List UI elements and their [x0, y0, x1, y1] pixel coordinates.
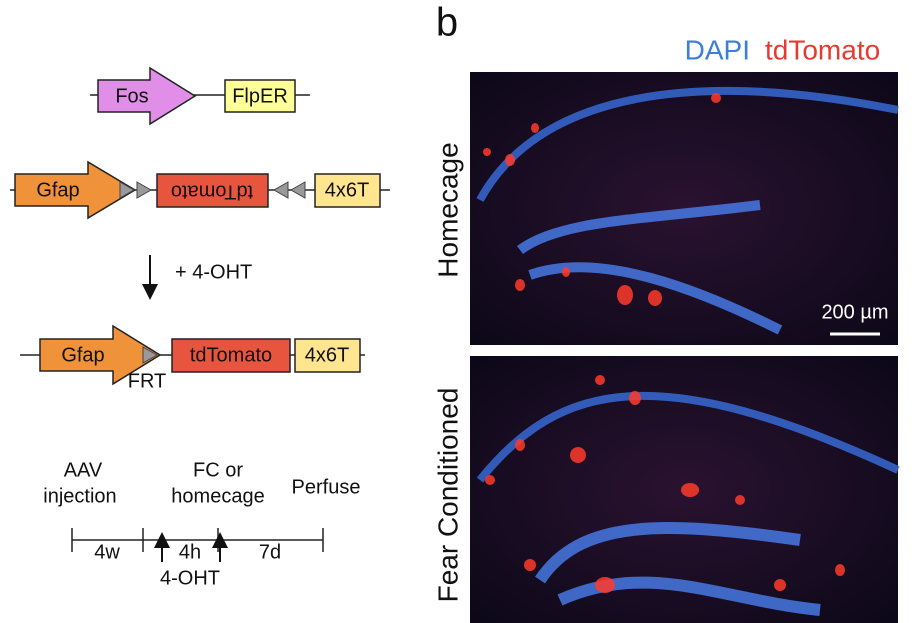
gfap-label: Gfap	[61, 344, 104, 366]
flper-label: FlpER	[232, 85, 288, 107]
utr-box	[314, 173, 381, 208]
event-label: FC or	[193, 459, 243, 481]
fos-label: Fos	[115, 85, 148, 107]
frt-label: FRT	[128, 370, 167, 392]
tdtomato-box	[171, 338, 291, 373]
utr-box	[294, 338, 361, 373]
construct-2: Gfap tdTomato 4x6T	[10, 160, 390, 220]
timeline: AAV injection FC or homecage Perfuse 4w …	[43, 459, 360, 589]
tdtomato-inverted	[156, 173, 269, 208]
flper-box	[224, 79, 296, 113]
fos-promoter	[97, 66, 197, 126]
image-fear-conditioned	[470, 356, 900, 623]
tdtomato-inverted-label: tdTomato	[171, 181, 253, 203]
frt-sites	[119, 181, 153, 199]
interval-label: 4w	[94, 541, 120, 563]
panel-label: b	[436, 1, 458, 45]
event-label: Perfuse	[292, 476, 361, 498]
legend-dapi: DAPI	[685, 34, 750, 65]
tdtomato-label: tdTomato	[190, 344, 272, 366]
frt-site	[142, 346, 159, 364]
row-label: Fear Conditioned	[432, 388, 463, 603]
utr-label: 4x6T	[325, 179, 369, 201]
utr-label: 4x6T	[305, 344, 349, 366]
treatment-label: + 4-OHT	[175, 261, 252, 283]
construct-1: Fos FlpER	[90, 66, 310, 126]
construct-3: Gfap FRT tdTomato 4x6T	[20, 324, 365, 392]
event-label: AAV	[64, 459, 103, 481]
frt-sites	[272, 181, 306, 199]
scale-bar-label: 200 µm	[821, 301, 888, 323]
gfap-label: Gfap	[36, 179, 79, 201]
gfap-promoter	[14, 160, 137, 220]
legend-tdtomato: tdTomato	[765, 34, 880, 65]
image-homecage	[470, 72, 899, 345]
drug-label: 4-OHT	[160, 567, 220, 589]
interval-label: 7d	[259, 541, 281, 563]
event-label: injection	[43, 485, 116, 507]
event-label: homecage	[171, 485, 264, 507]
interval-label: 4h	[179, 541, 201, 563]
row-label: Homecage	[432, 142, 463, 277]
gfap-promoter	[39, 324, 162, 386]
